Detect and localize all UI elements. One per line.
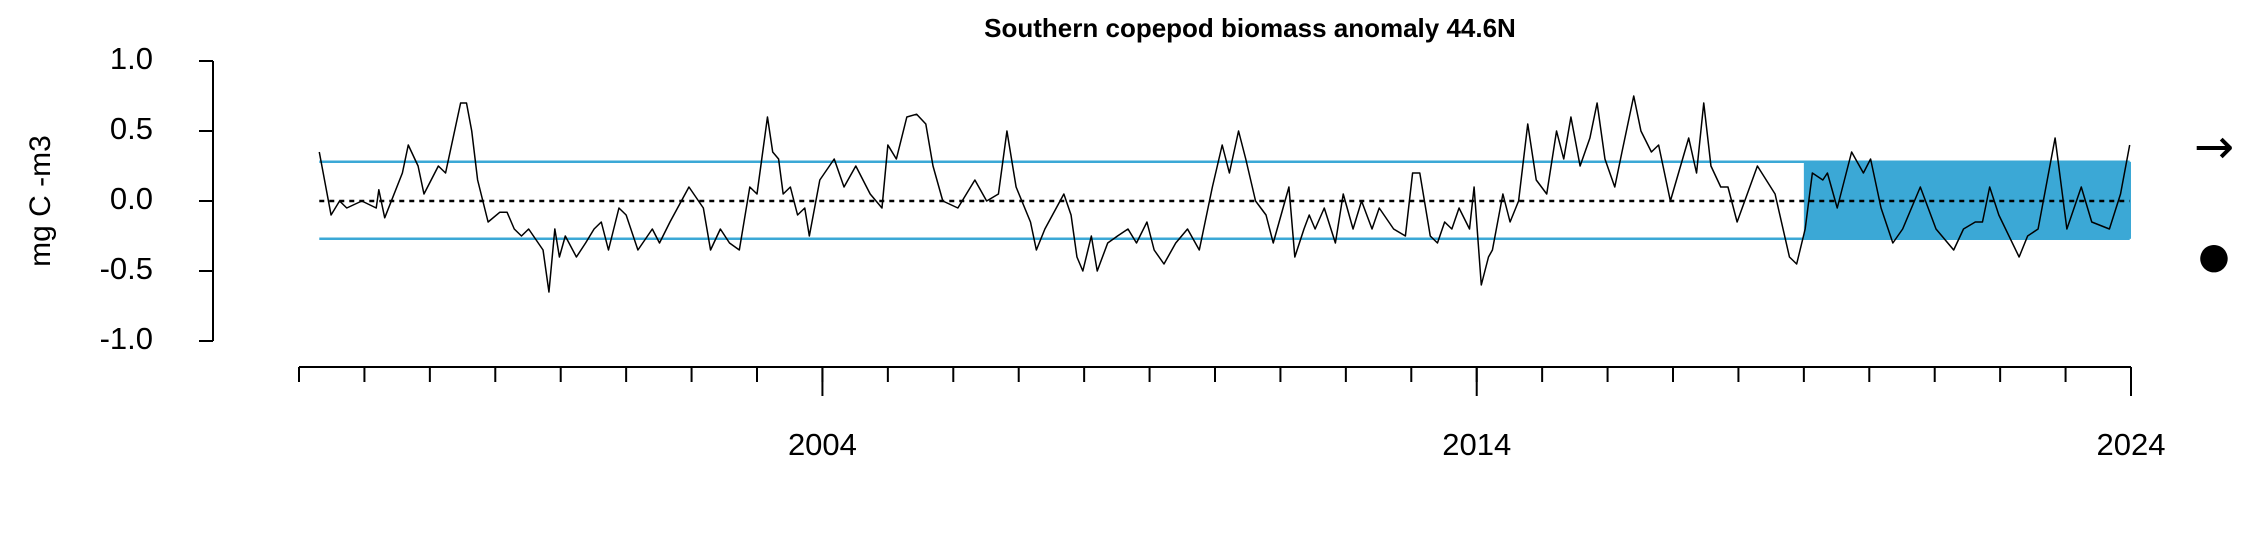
y-tick-label: -1.0 bbox=[100, 321, 153, 356]
x-tick-label: 2004 bbox=[788, 427, 857, 462]
trend-symbol: → bbox=[2194, 119, 2234, 175]
y-tick-label: 0.0 bbox=[110, 181, 153, 216]
chart-title: Southern copepod biomass anomaly 44.6N bbox=[984, 13, 1516, 43]
x-tick-label: 2024 bbox=[2097, 427, 2166, 462]
y-axis-label: mg C -m3 bbox=[24, 135, 57, 267]
y-tick-label: 1.0 bbox=[110, 41, 153, 76]
x-tick-label: 2014 bbox=[1442, 427, 1511, 462]
data-line bbox=[318, 95, 2131, 293]
y-tick-label: 0.5 bbox=[110, 111, 153, 146]
status-symbol: ● bbox=[2198, 236, 2229, 277]
y-tick-label: -0.5 bbox=[100, 251, 153, 286]
